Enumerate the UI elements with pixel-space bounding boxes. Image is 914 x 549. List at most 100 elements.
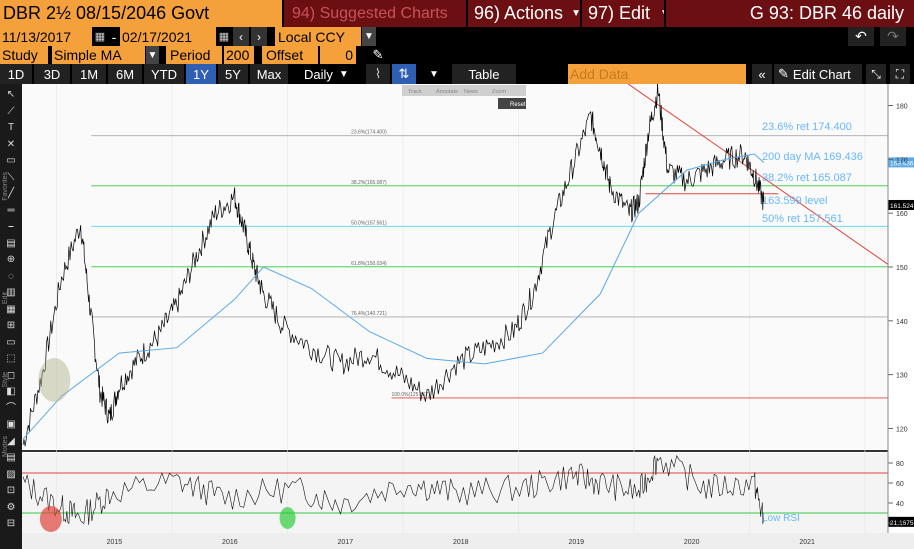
next-arrow-icon[interactable]: › [251, 27, 267, 46]
period-button-5y[interactable]: 5Y [218, 64, 248, 84]
y-tick-label: 180 [896, 104, 908, 111]
layers-icon[interactable]: ▤ [6, 452, 16, 463]
side-label-edit: Edit [2, 292, 9, 305]
pattern-icon[interactable]: ▨ [6, 468, 16, 480]
text-icon[interactable]: T [7, 122, 15, 133]
period-button-1d[interactable]: 1D [0, 64, 32, 84]
mini-tool-annotate[interactable]: Annotate [436, 89, 458, 95]
axes: 120 130 140 150 160 170 180 20 40 60 80 2015 2016 201… [107, 84, 908, 546]
split-icon[interactable]: ◧ [6, 386, 16, 397]
delete-icon[interactable]: ✕ [6, 138, 16, 150]
arc-icon[interactable]: ⌒ [6, 402, 16, 414]
rectangle-icon[interactable]: ▭ [6, 155, 16, 166]
series: 169.436 161.524 [22, 84, 914, 447]
date-range-row: 11/13/2017 ▦ - 02/17/2021 ▦ ‹ › Local CC… [0, 27, 914, 46]
line-icon[interactable]: ╱ [7, 188, 15, 199]
rsi-last-tag-label: 21.1675 [890, 520, 914, 527]
y-tick-label: 130 [896, 373, 908, 380]
grid-icon[interactable]: ▥ [6, 287, 16, 298]
mini-tool-track[interactable]: Track [408, 89, 422, 95]
last-price-tag-label: 161.524 [890, 203, 914, 210]
triangle-icon[interactable]: ◢ [7, 435, 15, 447]
x-tick-label: 2021 [799, 539, 815, 546]
fib-icon[interactable]: ▤ [6, 237, 16, 249]
mini-tool-news[interactable]: News [464, 89, 478, 95]
period-label: Period [166, 46, 222, 64]
ray-icon[interactable]: ⟍ [7, 171, 15, 183]
study-select[interactable]: Simple MA [52, 46, 145, 64]
add-icon[interactable]: ⊞ [6, 320, 16, 331]
security-field[interactable]: DBR 2½ 08/15/2046 Govt [0, 0, 282, 27]
collapse-icon[interactable]: « [752, 64, 772, 84]
reset-button-bg [498, 98, 526, 109]
offset-field[interactable]: 0 [320, 46, 356, 64]
rsi-tick-label: 40 [896, 501, 904, 508]
hline-icon[interactable]: ⎯ [8, 221, 14, 232]
period-button-3d[interactable]: 3D [34, 64, 70, 84]
price-chart[interactable]: 23.6%(174.400) 38.2%(165.087) 50.0%(157.56… [22, 84, 914, 549]
y-tick-label: 170 [896, 157, 908, 164]
candle-chart-icon[interactable]: ⇅ [392, 64, 416, 84]
box-icon[interactable]: ▭ [6, 336, 16, 348]
circle-icon[interactable]: ◌ [8, 270, 14, 282]
line-chart-icon[interactable]: ⌇ [366, 64, 390, 84]
frequency-select[interactable]: Daily ▼ [300, 64, 358, 84]
settings-icon[interactable]: ⚙ [6, 501, 16, 513]
suggested-charts-menu[interactable]: 94) Suggested Charts [284, 0, 466, 27]
rsi-series-line [22, 455, 765, 525]
redo-icon[interactable]: ↷ [880, 27, 906, 46]
remove-icon[interactable]: ⊟ [6, 518, 16, 529]
actions-label: 96) Actions [474, 3, 564, 23]
study-label: Study [0, 46, 48, 64]
period-button-6m[interactable]: 6M [108, 64, 142, 84]
table-button[interactable]: Table [452, 64, 516, 84]
rsi-tick-label: 80 [896, 461, 904, 468]
y-tick-label: 150 [896, 265, 908, 272]
last-price-tag [888, 157, 914, 168]
block-icon[interactable]: ▣ [6, 419, 16, 430]
fullscreen-icon[interactable]: ⛶ [890, 64, 910, 84]
resize-icon[interactable]: ⤡ [866, 64, 886, 84]
header-row: DBR 2½ 08/15/2046 Govt 94) Suggested Cha… [0, 0, 914, 27]
period-button-ytd[interactable]: YTD [144, 64, 184, 84]
table-icon[interactable]: ▦ [6, 303, 16, 315]
chart-title: G 93: DBR 46 daily [666, 0, 914, 27]
frame-icon[interactable]: ⬚ [6, 353, 16, 364]
period-button-1y[interactable]: 1Y [186, 64, 216, 84]
start-date-field[interactable]: 11/13/2017 [0, 27, 92, 46]
undo-icon[interactable]: ↶ [848, 27, 874, 46]
edit-menu[interactable]: 97) Edit ▼ [582, 0, 664, 27]
actions-menu[interactable]: 96) Actions ▼ [468, 0, 580, 27]
crosshair-icon[interactable]: ⊕ [6, 254, 16, 265]
period-field[interactable]: 200 [224, 46, 254, 64]
edit-chart-button[interactable]: ✎ Edit Chart [774, 64, 862, 84]
calendar-icon[interactable]: ▦ [94, 31, 106, 43]
chevron-down-icon[interactable]: ▼ [362, 27, 376, 46]
square-icon[interactable]: ◻ [6, 369, 16, 381]
currency-select[interactable]: Local CCY [275, 27, 361, 46]
reset-button[interactable]: Reset [510, 102, 526, 108]
mini-tool-zoom[interactable]: Zoom [492, 89, 506, 95]
x-tick-label: 2018 [453, 539, 469, 546]
prev-arrow-icon[interactable]: ‹ [233, 27, 249, 46]
add-data-input[interactable]: Add Data [568, 64, 746, 84]
pencil-icon[interactable]: ✎ [372, 47, 384, 62]
pointer-icon[interactable]: ↖ [6, 89, 16, 100]
annotation-label: 200 day MA 169.436 [762, 151, 863, 163]
rsi-annotation: Low RSI [762, 513, 800, 524]
chevron-down-icon[interactable]: ▼ [429, 68, 439, 80]
chevron-down-icon[interactable]: ▼ [146, 46, 159, 64]
x-axis-area [22, 533, 914, 549]
end-date-field[interactable]: 02/17/2021 [120, 27, 216, 46]
period-button-1m[interactable]: 1M [72, 64, 106, 84]
side-label-modes: Modes [2, 436, 9, 458]
trend-line-icon[interactable]: ⟋ [7, 105, 15, 117]
period-button-max[interactable]: Max [250, 64, 288, 84]
edit-label: 97) Edit [588, 3, 651, 23]
select-icon[interactable]: ⊡ [6, 485, 16, 496]
annotation-label: 23.6% ret 174.400 [762, 121, 852, 133]
rsi-tick-label: 60 [896, 481, 904, 488]
channel-icon[interactable]: ═ [7, 204, 15, 216]
fib-levels: 23.6%(174.400) 38.2%(165.087) 50.0%(157.56… [91, 84, 889, 399]
calendar-icon[interactable]: ▦ [218, 31, 230, 43]
